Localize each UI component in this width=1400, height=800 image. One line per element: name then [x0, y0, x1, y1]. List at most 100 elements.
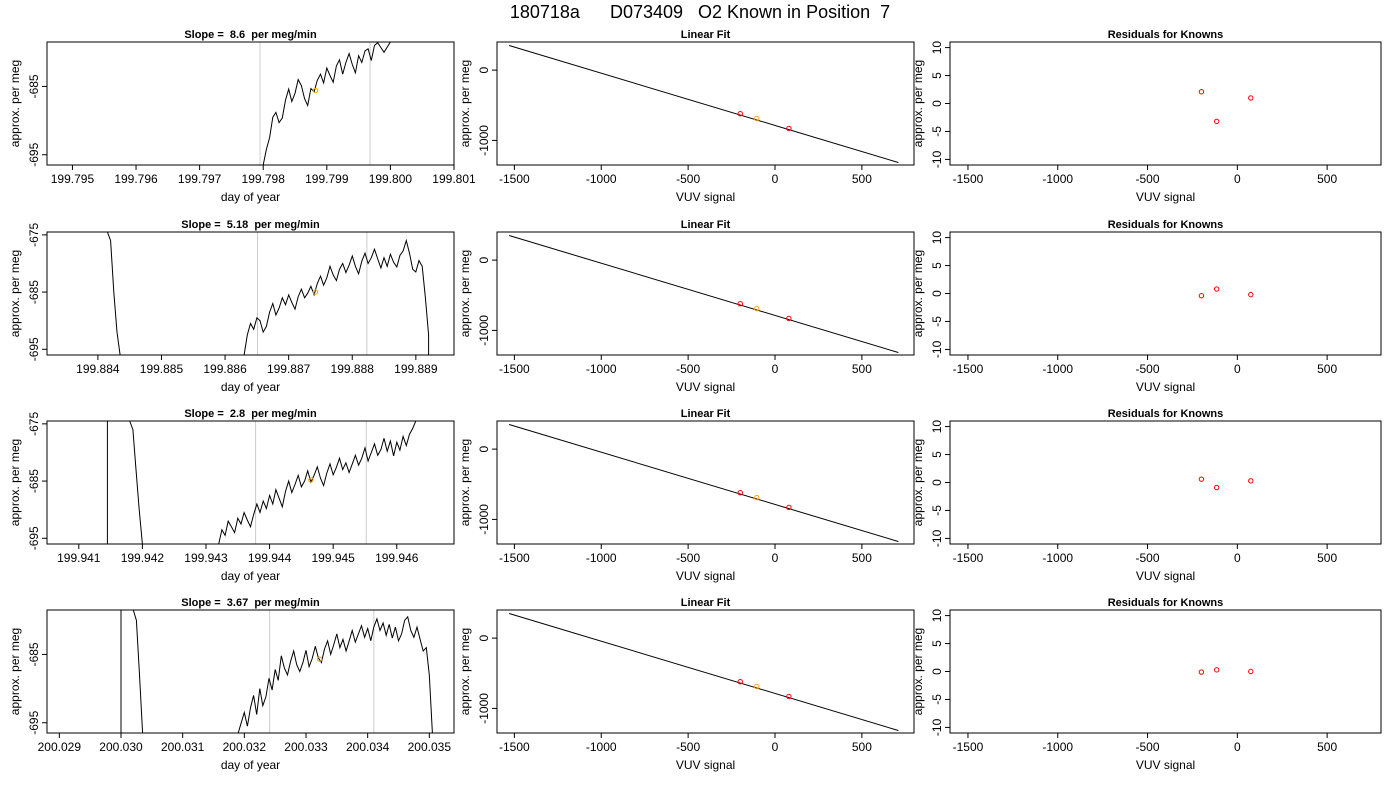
x-tick-label: 199.799: [305, 172, 349, 186]
plot-frame: [496, 41, 915, 166]
y-tick-label: -1000: [477, 125, 491, 156]
data-trace: [262, 42, 391, 165]
y-tick-label: 0: [930, 668, 944, 675]
panel-title: Slope = 2.8 per meg/min: [184, 408, 317, 420]
x-tick-label: 199.800: [369, 172, 413, 186]
y-tick-label: 5: [930, 451, 944, 458]
mean-marker: [316, 656, 323, 662]
data-trace: [129, 421, 143, 544]
y-tick-label: -10: [930, 150, 944, 168]
x-axis-label: VUV signal: [676, 380, 735, 394]
x-tick-label: -500: [676, 172, 700, 186]
panel-residuals-4: -1500 -1000 -500 0 500 10 5 0 -5 -10 Residuals for…: [911, 597, 1382, 772]
plot-frame: [46, 609, 455, 734]
y-tick-label: 0: [477, 256, 491, 263]
y-tick-label: -695: [27, 526, 41, 550]
y-tick-label: -5: [930, 505, 944, 516]
plot-frame: [496, 420, 915, 545]
panel-linear_fit-4: -1500 -1000 -500 0 500 0 -1000 Linear Fit VUV si…: [458, 597, 915, 772]
data-trace: [106, 232, 121, 355]
mean-marker: [312, 87, 319, 94]
x-tick-label: 500: [1317, 551, 1337, 565]
x-tick-label: 199.887: [267, 362, 311, 376]
data-trace: [243, 238, 430, 355]
panel-title: Residuals for Knowns: [1108, 219, 1224, 231]
x-tick-label: 0: [1234, 551, 1241, 565]
fit-line: [509, 424, 899, 543]
x-tick-label: -500: [676, 362, 700, 376]
plot-data: [1198, 667, 1254, 675]
residual-point: [1248, 291, 1254, 298]
x-axis-label: VUV signal: [1136, 380, 1195, 394]
plot-data: [106, 232, 430, 355]
x-tick-label: -500: [676, 551, 700, 565]
known-point: [737, 489, 743, 496]
y-tick-label: -685: [27, 642, 41, 666]
y-tick-label: -695: [27, 142, 41, 166]
x-axis-label: VUV signal: [1136, 569, 1195, 583]
x-tick-label: -1000: [1042, 362, 1073, 376]
y-axis-label: approx. per meg: [458, 250, 472, 337]
residual-point: [1198, 669, 1205, 675]
x-tick-label: 500: [1317, 740, 1337, 754]
plot-data: [509, 424, 899, 543]
plot-frame: [46, 420, 455, 545]
panel-timeseries-4: 200.029 200.030 200.031 200.032 200.033 200.0…: [8, 597, 455, 772]
fit-line: [509, 235, 899, 354]
panel-title: Slope = 8.6 per meg/min: [184, 29, 317, 41]
x-tick-label: 0: [1234, 172, 1241, 186]
panel-linear_fit-2: -1500 -1000 -500 0 500 0 -1000 Linear Fit VUV si…: [458, 219, 915, 394]
plot-data: [262, 42, 391, 165]
panel-title: Slope = 5.18 per meg/min: [181, 219, 320, 231]
x-tick-label: -500: [1136, 172, 1160, 186]
x-tick-label: 500: [852, 551, 872, 565]
panel-title: Linear Fit: [681, 408, 731, 420]
residual-point: [1248, 478, 1254, 484]
plot-data: [509, 45, 899, 164]
x-tick-label: -500: [1136, 740, 1160, 754]
y-axis-label: approx. per meg: [8, 439, 22, 526]
y-tick-label: -685: [27, 74, 41, 98]
x-tick-label: 200.035: [408, 740, 452, 754]
y-axis-label: approx. per meg: [458, 439, 472, 526]
y-tick-label: 0: [930, 100, 944, 107]
x-tick-label: -1500: [499, 362, 530, 376]
panel-linear_fit-3: -1500 -1000 -500 0 500 0 -1000 Linear Fit VUV si…: [458, 408, 915, 583]
y-tick-label: -5: [930, 126, 944, 137]
panel-residuals-3: -1500 -1000 -500 0 500 10 5 0 -5 -10 Residuals for…: [911, 408, 1382, 583]
y-tick-label: -1000: [477, 504, 491, 535]
residual-point: [1213, 286, 1220, 292]
residual-point: [1213, 484, 1220, 491]
panel-title: Linear Fit: [681, 29, 731, 41]
x-tick-label: 200.032: [223, 740, 267, 754]
y-tick-label: -695: [27, 337, 41, 361]
x-axis-label: VUV signal: [1136, 190, 1195, 204]
y-tick-label: -1000: [477, 693, 491, 724]
x-tick-label: -500: [676, 740, 700, 754]
x-axis-label: day of year: [221, 190, 280, 204]
x-tick-label: 500: [852, 172, 872, 186]
x-tick-label: -1500: [953, 740, 984, 754]
y-tick-label: 0: [477, 66, 491, 73]
y-axis-label: approx. per meg: [8, 628, 22, 715]
panel-residuals-2: -1500 -1000 -500 0 500 10 5 0 -5 -10 Residuals for…: [911, 219, 1382, 394]
plot-data: [106, 421, 417, 544]
x-axis-label: VUV signal: [676, 758, 735, 772]
y-tick-label: -675: [27, 223, 41, 247]
y-tick-label: -10: [930, 340, 944, 358]
x-tick-label: -1000: [586, 551, 617, 565]
x-tick-label: 199.801: [432, 172, 476, 186]
y-tick-label: -1000: [477, 315, 491, 346]
data-trace: [218, 421, 417, 544]
plot-data: [509, 613, 899, 732]
x-tick-label: -1500: [953, 362, 984, 376]
known-point: [786, 504, 792, 511]
y-tick-label: 10: [930, 41, 944, 55]
y-tick-label: -5: [930, 316, 944, 327]
x-tick-label: 199.796: [114, 172, 158, 186]
y-tick-label: 10: [930, 609, 944, 623]
residual-point: [1213, 118, 1220, 125]
residual-point: [1213, 667, 1220, 673]
y-tick-label: 5: [930, 72, 944, 79]
known-point: [737, 678, 743, 685]
